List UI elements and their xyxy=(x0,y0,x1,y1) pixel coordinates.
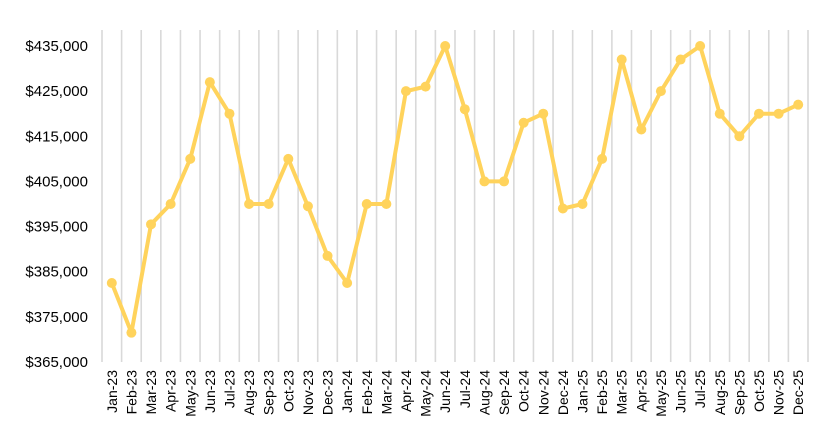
x-tick-label: Oct-24 xyxy=(516,370,532,412)
x-tick-label: Feb-23 xyxy=(123,370,139,415)
data-point xyxy=(518,117,529,128)
y-tick-label: $375,000 xyxy=(25,309,88,326)
x-tick-label: Jun-25 xyxy=(673,370,689,413)
y-tick-label: $395,000 xyxy=(25,219,88,236)
x-tick-label: Mar-24 xyxy=(378,370,394,415)
x-tick-label: Jun-24 xyxy=(437,370,453,413)
y-axis: $365,000 $375,000 $385,000 $395,000 $405,000… xyxy=(25,38,88,371)
y-tick-label: $385,000 xyxy=(25,264,88,281)
data-point xyxy=(283,153,294,164)
x-tick-label: Sep-24 xyxy=(496,370,512,415)
x-tick-label: May-23 xyxy=(182,370,198,417)
data-point xyxy=(753,108,764,119)
x-tick-label: Mar-23 xyxy=(143,370,159,415)
x-tick-label: Jul-23 xyxy=(221,370,237,408)
x-axis: Jan-23 Feb-23 Mar-23 Apr-23 May-23 Jun-23 Jul-… xyxy=(104,370,806,417)
x-tick-label: Jul-24 xyxy=(457,370,473,408)
data-point xyxy=(204,77,215,88)
data-point xyxy=(655,86,666,97)
x-tick-label: Oct-25 xyxy=(751,370,767,412)
x-tick-label: May-25 xyxy=(653,370,669,417)
data-point xyxy=(479,176,490,187)
data-point xyxy=(361,199,372,209)
x-tick-label: Feb-24 xyxy=(359,370,375,415)
x-tick-label: Dec-24 xyxy=(555,370,571,415)
data-point xyxy=(440,41,451,51)
x-tick-label: Sep-25 xyxy=(731,370,747,415)
data-point xyxy=(302,201,313,212)
x-tick-label: Dec-23 xyxy=(320,370,336,415)
data-point xyxy=(381,199,392,209)
x-tick-label: Aug-24 xyxy=(476,370,492,415)
data-point xyxy=(224,108,235,119)
data-point xyxy=(597,153,608,164)
data-point xyxy=(459,104,470,115)
x-tick-label: Nov-25 xyxy=(771,370,787,415)
y-tick-label: $405,000 xyxy=(25,173,88,190)
data-point xyxy=(538,108,549,119)
data-point xyxy=(734,131,745,142)
x-tick-label: Nov-23 xyxy=(300,370,316,415)
data-point xyxy=(165,199,176,209)
data-point xyxy=(636,124,647,135)
data-point xyxy=(106,278,117,288)
data-point xyxy=(499,176,510,187)
data-point xyxy=(616,54,627,65)
data-point xyxy=(577,199,588,209)
x-tick-label: Apr-24 xyxy=(398,370,414,412)
x-tick-label: Jan-25 xyxy=(574,370,590,413)
x-tick-label: Feb-25 xyxy=(594,370,610,415)
data-point xyxy=(695,41,706,51)
y-tick-label: $415,000 xyxy=(25,128,88,145)
x-tick-label: Apr-25 xyxy=(633,370,649,412)
data-point xyxy=(420,81,431,92)
series-layer xyxy=(106,41,804,338)
x-tick-label: Jan-23 xyxy=(104,370,120,413)
x-tick-label: Nov-24 xyxy=(535,370,551,415)
x-tick-label: Aug-25 xyxy=(712,370,728,415)
y-tick-label: $435,000 xyxy=(25,38,88,55)
data-point xyxy=(342,278,353,288)
data-point xyxy=(675,54,686,65)
data-point xyxy=(773,108,784,119)
data-point xyxy=(557,203,568,214)
data-point xyxy=(714,108,725,119)
x-tick-label: Dec-25 xyxy=(790,370,806,415)
x-tick-label: Sep-23 xyxy=(261,370,277,415)
data-point xyxy=(244,199,255,209)
gridlines xyxy=(101,30,809,362)
data-point xyxy=(263,199,274,209)
data-point xyxy=(793,99,804,110)
x-tick-label: Jan-24 xyxy=(339,370,355,413)
data-point xyxy=(146,219,157,230)
x-tick-label: Oct-23 xyxy=(280,370,296,412)
data-point xyxy=(185,153,196,164)
data-point xyxy=(322,250,333,261)
x-tick-label: Apr-23 xyxy=(163,370,179,412)
x-tick-label: Mar-25 xyxy=(614,370,630,415)
data-point xyxy=(126,327,137,338)
y-tick-label: $365,000 xyxy=(25,354,88,371)
x-tick-label: Jun-23 xyxy=(202,370,218,413)
x-tick-label: May-24 xyxy=(418,370,434,417)
x-tick-label: Aug-23 xyxy=(241,370,257,415)
data-point xyxy=(400,86,411,97)
y-tick-label: $425,000 xyxy=(25,83,88,100)
x-tick-label: Jul-25 xyxy=(692,370,708,408)
